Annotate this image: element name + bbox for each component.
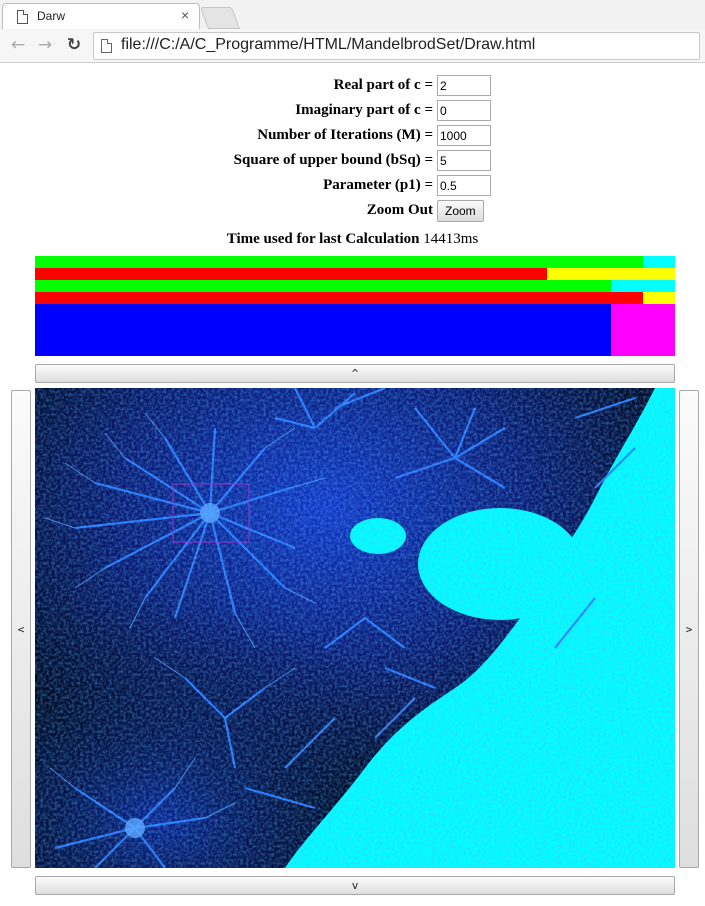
- page-icon: [17, 10, 28, 24]
- iterations-label: Number of Iterations (M) =: [257, 127, 433, 143]
- address-url[interactable]: file:///C:/A/C_Programme/HTML/Mandelbrod…: [121, 36, 536, 53]
- stats-bar-5: [35, 304, 675, 356]
- stats-bar-4: [35, 292, 675, 304]
- scroll-down-button[interactable]: v: [35, 876, 675, 895]
- fractal-spiral-center: [200, 503, 220, 523]
- fractal-image: [35, 388, 675, 868]
- upper-bound-row: Square of upper bound (bSq) =: [0, 150, 705, 172]
- stats-bar-2-segment-2: [547, 268, 675, 280]
- tab-strip: Darw ×: [0, 0, 705, 30]
- parameter-input[interactable]: [437, 175, 491, 196]
- imaginary-part-label: Imaginary part of c =: [295, 102, 433, 118]
- zoom-selection-box: [172, 483, 250, 543]
- stats-bar-1-segment-1: [35, 256, 643, 268]
- stats-bar-5-segment-2: [611, 304, 675, 356]
- fractal-canvas[interactable]: [35, 388, 675, 868]
- back-arrow-icon[interactable]: ←: [10, 35, 26, 55]
- stats-bar-4-segment-1: [35, 292, 643, 304]
- fractal-spiral-center-lower: [125, 818, 145, 838]
- scroll-right-button[interactable]: >: [679, 390, 699, 868]
- close-tab-icon[interactable]: ×: [181, 7, 190, 23]
- stats-bar-1-segment-2: [643, 256, 675, 268]
- iterations-input[interactable]: [437, 125, 491, 146]
- timing-label: Time used for last Calculation: [226, 231, 420, 247]
- imaginary-part-input[interactable]: [437, 100, 491, 121]
- stats-bar-3: [35, 280, 675, 292]
- stats-bar-4-segment-2: [643, 292, 675, 304]
- file-icon: [101, 39, 112, 53]
- statistics-bars: [35, 256, 675, 356]
- parameter-row: Parameter (p1) =: [0, 175, 705, 197]
- real-part-row: Real part of c =: [0, 75, 705, 97]
- zoom-button[interactable]: Zoom: [437, 200, 484, 222]
- forward-arrow-icon[interactable]: →: [37, 35, 53, 55]
- stats-bar-3-segment-2: [611, 280, 675, 292]
- stats-bar-2: [35, 268, 675, 280]
- stats-bar-1: [35, 256, 675, 268]
- tab-title: Darw: [37, 9, 66, 23]
- timing-line: Time used for last Calculation 14413ms: [0, 231, 705, 248]
- imaginary-part-row: Imaginary part of c =: [0, 100, 705, 122]
- iterations-row: Number of Iterations (M) =: [0, 125, 705, 147]
- zoom-out-row: Zoom Out Zoom: [0, 200, 705, 222]
- address-bar[interactable]: file:///C:/A/C_Programme/HTML/Mandelbrod…: [93, 32, 700, 60]
- scroll-up-button[interactable]: ^: [35, 364, 675, 383]
- browser-toolbar: ← → ↻ file:///C:/A/C_Programme/HTML/Mand…: [0, 29, 705, 63]
- timing-value: 14413ms: [423, 231, 479, 247]
- stats-bar-3-segment-1: [35, 280, 611, 292]
- real-part-input[interactable]: [437, 75, 491, 96]
- reload-icon[interactable]: ↻: [66, 35, 82, 55]
- upper-bound-label: Square of upper bound (bSq) =: [233, 152, 433, 168]
- real-part-label: Real part of c =: [333, 77, 433, 93]
- stats-bar-2-segment-1: [35, 268, 547, 280]
- browser-tab[interactable]: Darw ×: [2, 3, 200, 30]
- new-tab-button[interactable]: [199, 7, 241, 29]
- zoom-out-label: Zoom Out: [366, 202, 433, 218]
- parameter-label: Parameter (p1) =: [323, 177, 433, 193]
- scroll-left-button[interactable]: <: [11, 390, 31, 868]
- stats-bar-5-segment-1: [35, 304, 611, 356]
- upper-bound-input[interactable]: [437, 150, 491, 171]
